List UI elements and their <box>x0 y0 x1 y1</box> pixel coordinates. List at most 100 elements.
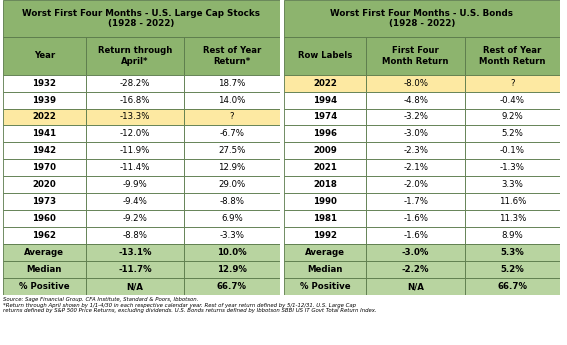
Bar <box>86 210 184 227</box>
Text: 2009: 2009 <box>313 146 337 155</box>
Text: Worst First Four Months - U.S. Large Cap Stocks
(1928 - 2022): Worst First Four Months - U.S. Large Cap… <box>22 9 260 28</box>
Bar <box>366 126 465 142</box>
Bar <box>284 193 366 210</box>
Text: 1962: 1962 <box>32 231 56 240</box>
Text: 1932: 1932 <box>32 79 56 88</box>
Bar <box>86 91 184 109</box>
Bar <box>184 261 280 278</box>
Text: 12.9%: 12.9% <box>217 265 247 274</box>
Text: -1.6%: -1.6% <box>403 231 428 240</box>
Text: % Positive: % Positive <box>19 282 70 291</box>
Text: -8.8%: -8.8% <box>219 197 244 206</box>
Bar <box>86 142 184 159</box>
Bar <box>465 210 560 227</box>
Text: 18.7%: 18.7% <box>218 79 246 88</box>
Bar <box>3 244 86 261</box>
Text: -13.3%: -13.3% <box>120 112 150 121</box>
Bar <box>184 227 280 244</box>
Text: -9.4%: -9.4% <box>122 197 147 206</box>
Bar <box>465 126 560 142</box>
Text: 66.7%: 66.7% <box>217 282 247 291</box>
Bar <box>284 176 366 193</box>
Bar <box>284 210 366 227</box>
Bar <box>3 210 86 227</box>
Text: -8.8%: -8.8% <box>122 231 147 240</box>
Bar <box>184 37 280 75</box>
Bar <box>86 244 184 261</box>
Text: ?: ? <box>230 112 234 121</box>
Text: -4.8%: -4.8% <box>403 96 428 105</box>
Bar <box>284 0 560 37</box>
Bar <box>184 91 280 109</box>
Bar <box>3 109 86 126</box>
Bar <box>3 227 86 244</box>
Text: 1992: 1992 <box>313 231 337 240</box>
Text: -0.1%: -0.1% <box>500 146 525 155</box>
Bar <box>3 142 86 159</box>
Text: Year: Year <box>34 51 55 60</box>
Bar <box>366 109 465 126</box>
Text: Row Labels: Row Labels <box>298 51 352 60</box>
Bar <box>86 176 184 193</box>
Bar <box>184 109 280 126</box>
Text: ?: ? <box>510 79 515 88</box>
Text: -11.4%: -11.4% <box>120 163 150 172</box>
Bar <box>366 75 465 91</box>
Bar <box>366 278 465 295</box>
Bar <box>86 261 184 278</box>
Text: Worst First Four Months - U.S. Bonds
(1928 - 2022): Worst First Four Months - U.S. Bonds (19… <box>331 9 513 28</box>
Bar <box>86 278 184 295</box>
Bar <box>86 75 184 91</box>
Text: N/A: N/A <box>407 282 424 291</box>
Text: 27.5%: 27.5% <box>218 146 246 155</box>
Bar <box>86 37 184 75</box>
Text: 1996: 1996 <box>313 129 337 138</box>
Text: 1939: 1939 <box>32 96 56 105</box>
Text: 11.3%: 11.3% <box>499 214 526 223</box>
Bar <box>465 91 560 109</box>
Text: 1960: 1960 <box>32 214 56 223</box>
Bar <box>86 159 184 176</box>
Text: Median: Median <box>307 265 342 274</box>
Text: -2.1%: -2.1% <box>403 163 428 172</box>
Text: 8.9%: 8.9% <box>502 231 523 240</box>
Bar <box>184 159 280 176</box>
Bar <box>366 244 465 261</box>
Bar <box>284 142 366 159</box>
Text: -0.4%: -0.4% <box>500 96 525 105</box>
Text: 2020: 2020 <box>32 180 56 189</box>
Bar <box>465 159 560 176</box>
Bar <box>86 193 184 210</box>
Bar <box>3 91 86 109</box>
Bar <box>184 278 280 295</box>
Text: 5.3%: 5.3% <box>501 248 524 257</box>
Text: % Positive: % Positive <box>300 282 350 291</box>
Text: Rest of Year
Return*: Rest of Year Return* <box>202 46 261 66</box>
Text: 1973: 1973 <box>32 197 56 206</box>
Text: 2022: 2022 <box>32 112 56 121</box>
Bar <box>3 75 86 91</box>
Bar <box>465 261 560 278</box>
Text: -2.3%: -2.3% <box>403 146 428 155</box>
Text: -12.0%: -12.0% <box>120 129 150 138</box>
Bar <box>284 278 366 295</box>
Text: 1974: 1974 <box>313 112 337 121</box>
Bar <box>465 278 560 295</box>
Text: -3.2%: -3.2% <box>403 112 428 121</box>
Bar <box>284 109 366 126</box>
Text: -2.0%: -2.0% <box>403 180 428 189</box>
Text: -3.3%: -3.3% <box>219 231 244 240</box>
Text: 2022: 2022 <box>313 79 337 88</box>
Text: 5.2%: 5.2% <box>501 265 524 274</box>
Text: 3.3%: 3.3% <box>501 180 523 189</box>
Bar <box>86 126 184 142</box>
Text: 1981: 1981 <box>313 214 337 223</box>
Bar <box>3 37 86 75</box>
Text: 12.9%: 12.9% <box>218 163 246 172</box>
Bar <box>284 37 366 75</box>
Bar <box>366 210 465 227</box>
Bar <box>366 142 465 159</box>
Bar <box>86 227 184 244</box>
Bar <box>366 193 465 210</box>
Bar <box>3 176 86 193</box>
